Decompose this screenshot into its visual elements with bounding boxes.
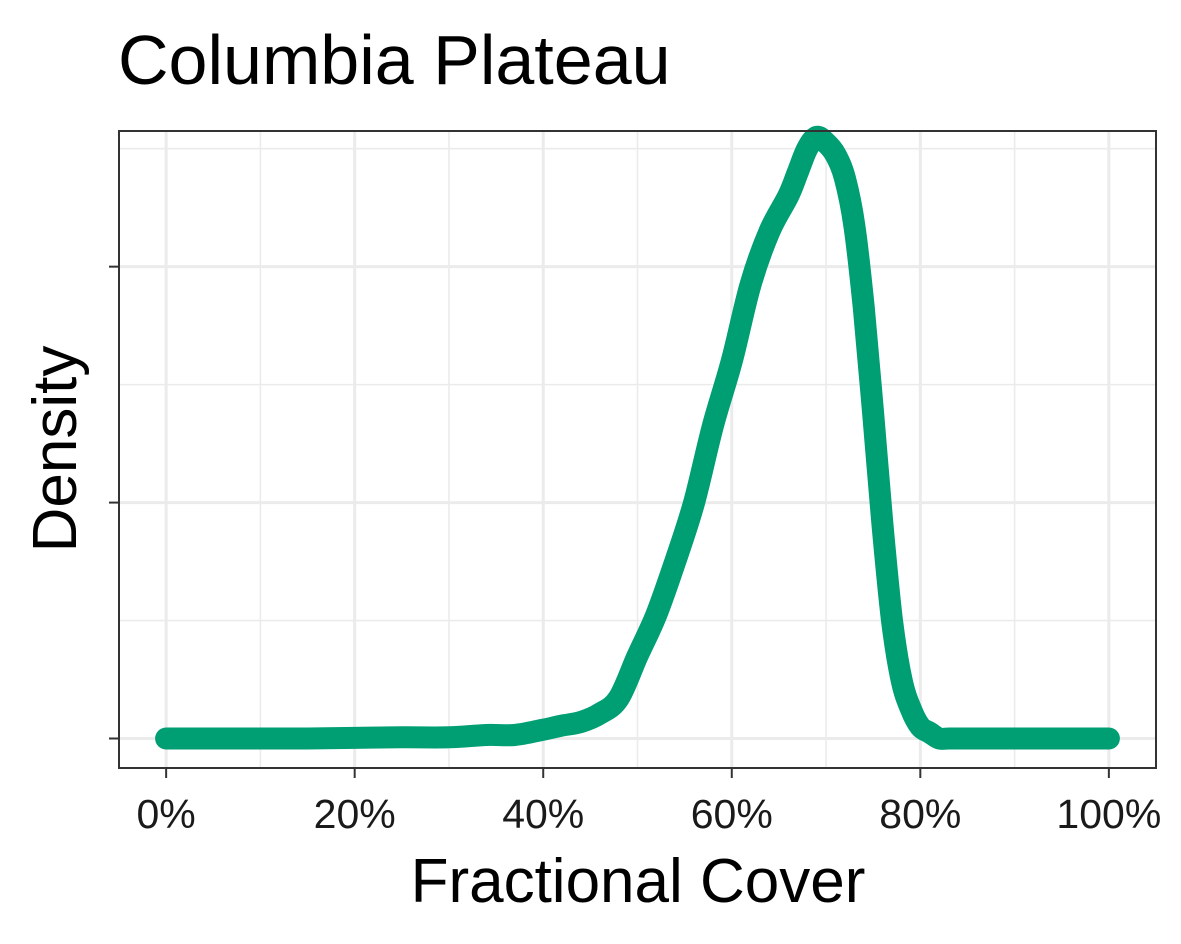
- y-axis-title: Density: [21, 346, 90, 553]
- x-axis-title: Fractional Cover: [411, 847, 866, 916]
- y-axis-ticks: [109, 265, 119, 740]
- x-axis-tick-labels: 0% 20% 40% 60% 80% 100%: [137, 791, 1162, 837]
- minor-gridlines: [119, 131, 1156, 768]
- x-tick-label: 60%: [691, 791, 773, 837]
- x-tick-label: 20%: [314, 791, 396, 837]
- x-tick-label: 40%: [502, 791, 584, 837]
- x-tick-label: 80%: [879, 791, 961, 837]
- series-layer: [155, 125, 1120, 750]
- density-line: [155, 125, 1120, 750]
- plot-panel: [118, 130, 1157, 769]
- x-tick-label: 100%: [1056, 791, 1161, 837]
- chart-title: Columbia Plateau: [118, 21, 671, 99]
- x-axis-ticks: [165, 768, 1110, 778]
- x-tick-label: 0%: [137, 791, 196, 837]
